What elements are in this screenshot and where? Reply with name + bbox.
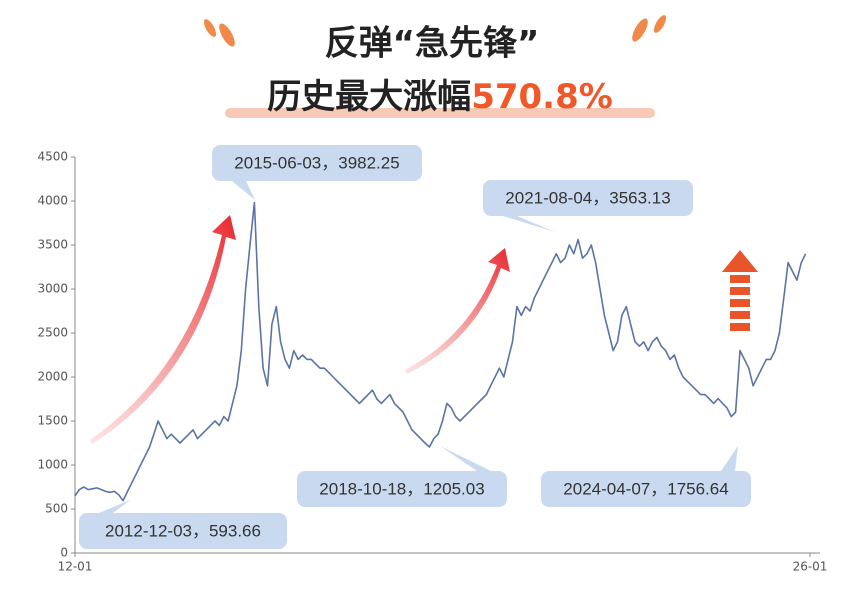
callout-pointer [503, 216, 555, 232]
decor [203, 15, 667, 47]
annotation: 2021-08-04，3563.13 [505, 188, 670, 207]
trend-arrow [90, 215, 236, 444]
axes: 0 500 1000 1500 2000 2500 3000 3500 4000 4500 12-0… [37, 150, 827, 574]
title-underline [225, 108, 655, 118]
subtitle-highlight: 570.8% [471, 77, 613, 117]
chart-subtitle: 历史最大涨幅570.8% [267, 77, 613, 117]
y-tick-label: 1500 [37, 414, 68, 428]
annotation: 2018-10-18，1205.03 [319, 479, 484, 498]
y-tick-label: 2000 [37, 370, 68, 384]
subtitle: 历史最大涨幅 [267, 77, 471, 117]
y-tick-label: 0 [60, 546, 68, 560]
callout [483, 180, 693, 216]
callout-pointer [99, 500, 130, 513]
annotation: 2024-04-07，1756.64 [563, 479, 728, 498]
callout-pointer [440, 446, 491, 471]
callout [297, 471, 507, 507]
series-line [74, 201, 807, 502]
callout [541, 471, 751, 507]
x-tick-label: 12-01 [58, 560, 93, 574]
chart-title: 反弹“急先锋” [325, 24, 540, 64]
annotation: 2015-06-03，3982.25 [234, 153, 399, 172]
annotation: 2012-12-03，593.66 [105, 521, 261, 540]
y-tick-label: 500 [45, 502, 68, 516]
x-tick-label: 26-01 [793, 560, 828, 574]
callout [212, 145, 422, 181]
y-tick-label: 3000 [37, 282, 68, 296]
y-tick-label: 4000 [37, 194, 68, 208]
callout-pointer [721, 446, 738, 471]
y-tick-label: 2500 [37, 326, 68, 340]
y-tick-label: 4500 [37, 150, 68, 164]
y-tick-label: 1000 [37, 458, 68, 472]
callout [79, 513, 287, 549]
callout-pointer [232, 181, 255, 200]
trend-arrow [405, 248, 510, 374]
y-tick-label: 3500 [37, 238, 68, 252]
up-arrow [722, 250, 758, 331]
